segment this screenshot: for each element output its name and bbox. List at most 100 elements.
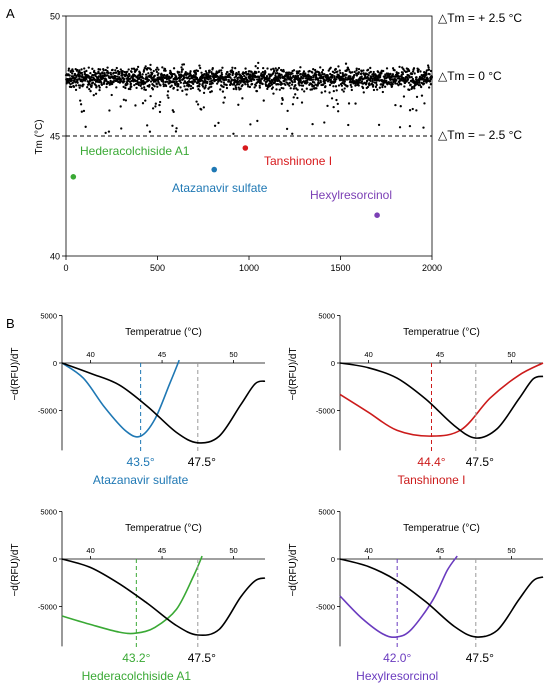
compound-point bbox=[202, 106, 205, 109]
y-axis-title: −d(RFU)/dT bbox=[288, 543, 299, 596]
compound-point bbox=[375, 81, 378, 85]
compound-point bbox=[353, 70, 356, 74]
x-tick-label: 45 bbox=[436, 350, 444, 359]
compound-point bbox=[226, 70, 229, 74]
compound-point bbox=[182, 82, 185, 85]
compound-point bbox=[155, 83, 158, 86]
compound-point bbox=[136, 80, 139, 84]
compound-point bbox=[85, 77, 88, 80]
compound-point bbox=[78, 69, 81, 72]
compound-point bbox=[275, 88, 278, 91]
compound-point bbox=[294, 93, 297, 96]
compound-point bbox=[281, 98, 284, 101]
compound-point bbox=[271, 86, 275, 89]
compound-point bbox=[197, 88, 200, 91]
compound-point bbox=[328, 91, 331, 94]
y-tick-label: 0 bbox=[53, 555, 57, 564]
compound-point bbox=[354, 84, 357, 87]
compound-point bbox=[385, 67, 389, 70]
compound-point bbox=[200, 71, 203, 74]
compound-point bbox=[195, 100, 198, 103]
compound-point bbox=[322, 75, 325, 78]
compound-point bbox=[180, 70, 183, 74]
compound-point bbox=[372, 84, 375, 87]
compound-point bbox=[198, 85, 201, 88]
compound-point bbox=[398, 65, 401, 69]
compound-point bbox=[82, 109, 86, 113]
x-tick-label: 45 bbox=[158, 546, 166, 555]
compound-point bbox=[233, 76, 236, 79]
compound-point bbox=[98, 86, 101, 89]
compound-point bbox=[173, 80, 176, 83]
compound-point bbox=[355, 74, 359, 77]
compound-point bbox=[389, 72, 392, 75]
compound-point bbox=[257, 70, 260, 74]
compound-point bbox=[170, 84, 173, 87]
compound-point bbox=[372, 70, 375, 74]
compound-point bbox=[375, 88, 379, 91]
compound-point bbox=[429, 69, 433, 73]
compound-point bbox=[203, 72, 206, 76]
compound-point bbox=[155, 70, 159, 74]
compound-point bbox=[324, 79, 328, 82]
compound-point bbox=[89, 71, 92, 75]
compound-point bbox=[350, 88, 353, 92]
compound-point bbox=[220, 71, 223, 75]
dmso-curve bbox=[61, 362, 266, 444]
compound-point bbox=[409, 83, 412, 86]
compound-point bbox=[220, 69, 223, 72]
compound-point bbox=[311, 122, 314, 126]
compound-point bbox=[327, 69, 330, 72]
compound-point bbox=[416, 70, 420, 74]
compound-point bbox=[315, 73, 318, 76]
x-tick-label: 500 bbox=[150, 263, 165, 273]
y-tick-label: 5000 bbox=[40, 508, 57, 517]
x-tick-label: 1500 bbox=[330, 263, 350, 273]
compound-point bbox=[326, 74, 329, 77]
compound-point bbox=[311, 78, 315, 81]
compound-point bbox=[422, 126, 425, 129]
compound-point bbox=[357, 71, 361, 74]
compound-point bbox=[335, 89, 338, 92]
compound-point bbox=[85, 69, 88, 73]
compound-point bbox=[341, 88, 344, 91]
compound-point bbox=[312, 68, 315, 71]
compound-point bbox=[377, 70, 380, 74]
compound-point bbox=[166, 94, 169, 97]
compound-point bbox=[231, 66, 234, 69]
compound-point bbox=[183, 76, 186, 80]
compound-point bbox=[157, 72, 160, 75]
compound-point bbox=[331, 75, 334, 79]
compound-point bbox=[368, 82, 371, 85]
compound-point bbox=[331, 74, 334, 77]
compound-point bbox=[199, 66, 202, 70]
compound-point bbox=[334, 67, 337, 71]
compound-point bbox=[257, 61, 260, 65]
compound-point bbox=[411, 70, 415, 73]
compound-point bbox=[395, 79, 398, 82]
compound-point bbox=[121, 73, 124, 76]
compound-point bbox=[309, 78, 313, 81]
compound-point bbox=[344, 76, 347, 79]
compound-point bbox=[332, 89, 335, 93]
compound-point bbox=[381, 90, 384, 94]
compound-point bbox=[279, 76, 282, 79]
compound-point bbox=[153, 85, 156, 88]
compound-point bbox=[408, 88, 411, 91]
compound-point bbox=[171, 124, 174, 127]
compound-point bbox=[175, 127, 178, 130]
compound-point bbox=[391, 67, 395, 70]
compound-point bbox=[250, 79, 253, 83]
compound-point bbox=[317, 79, 320, 82]
compound-point bbox=[92, 94, 95, 97]
compound-point bbox=[290, 83, 294, 86]
compound-point bbox=[305, 87, 308, 90]
compound-point bbox=[262, 99, 265, 102]
compound-point bbox=[221, 66, 224, 69]
compound-point bbox=[344, 62, 348, 65]
compound-point bbox=[366, 68, 370, 71]
compound-point bbox=[389, 81, 393, 84]
compound-point bbox=[270, 68, 273, 71]
compound-point bbox=[217, 121, 220, 125]
x-axis-title: Temperatrue (°C) bbox=[125, 327, 202, 338]
